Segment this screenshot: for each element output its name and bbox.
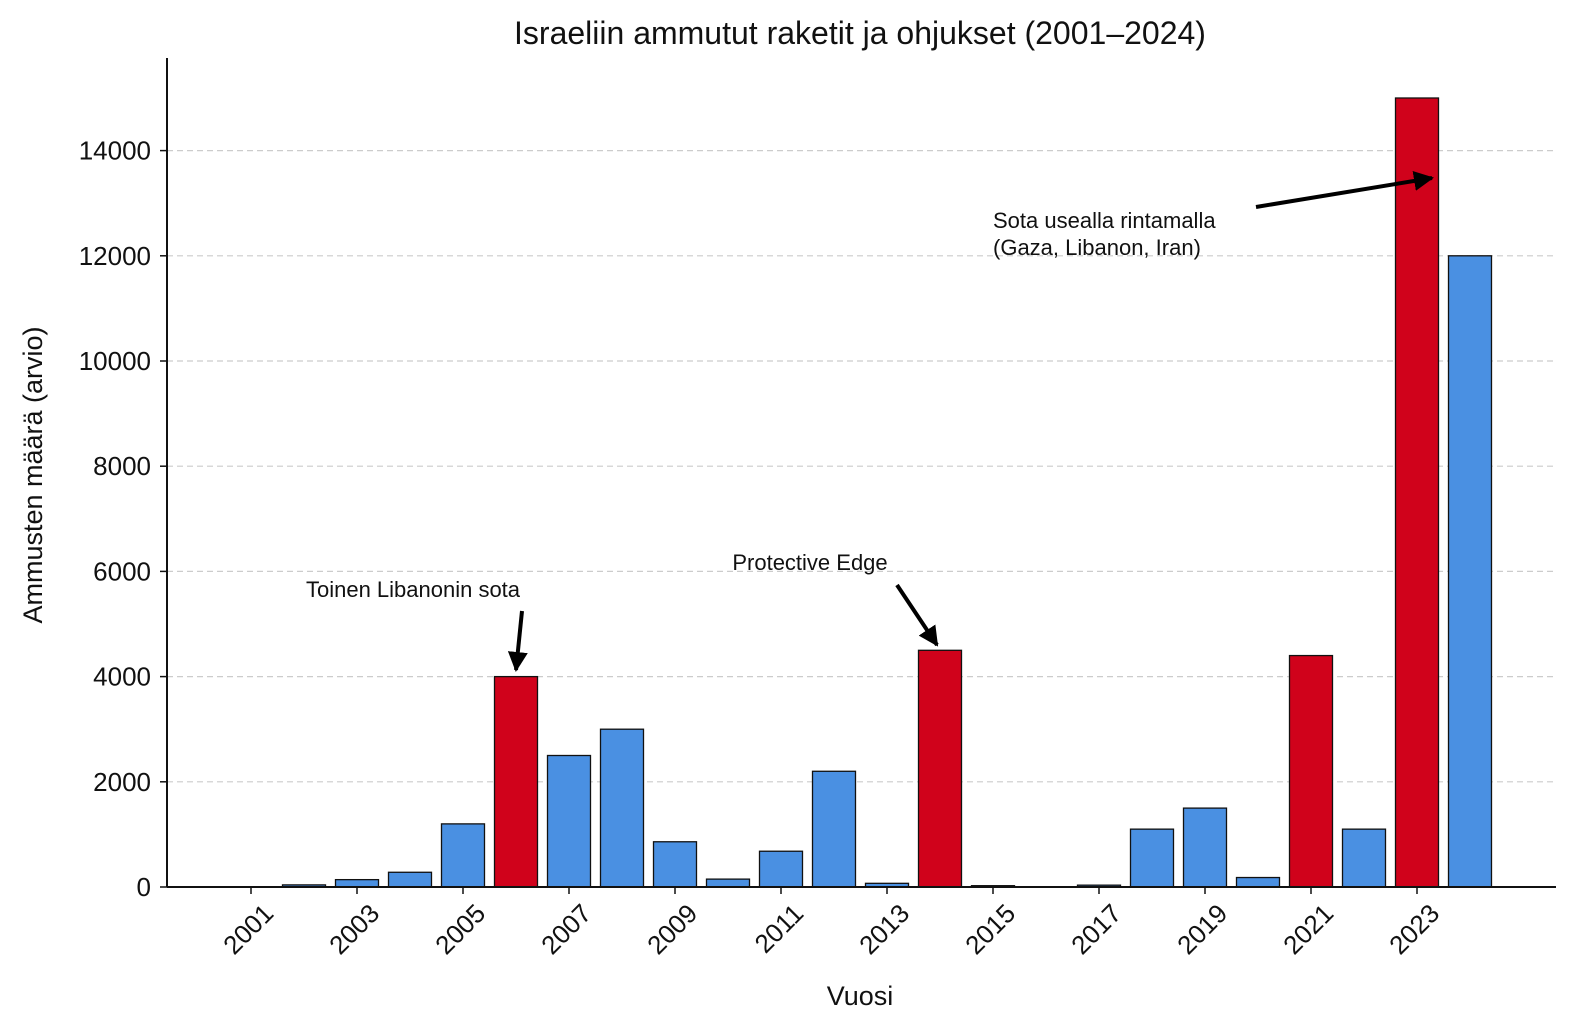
annotations: Toinen Libanonin sota Protective Edge Sota… [306,171,1434,672]
x-axis-label: Vuosi [827,981,894,1011]
bar-2014 [917,649,963,888]
bar-2003 [334,878,380,888]
axes [166,58,1556,888]
x-tick-label: 2019 [1171,898,1233,960]
annotation-arrow [1255,171,1434,209]
x-ticks: 2001 2003 2005 2007 2009 2011 2013 2015 2017 2019… [217,887,1445,960]
bar-2024 [1447,255,1493,888]
x-tick-label: 2001 [217,898,279,960]
chart-title: Israeliin ammutut raketit ja ohjukset (2… [514,15,1206,51]
y-tick-label: 10000 [79,346,151,376]
bar-2005 [440,823,486,888]
y-tick-label: 8000 [93,451,151,481]
x-tick-label: 2013 [853,898,915,960]
x-tick-label: 2003 [323,898,385,960]
annotation-text: Protective Edge [732,550,887,575]
x-tick-label: 2009 [641,898,703,960]
bar-2023 [1394,97,1440,888]
bar-2012 [811,770,857,888]
annotation-text: Sota usealla rintamalla [993,208,1216,233]
bar-2021 [1288,654,1334,888]
bars [228,97,1493,888]
grid-lines [167,150,1556,783]
y-tick-label: 0 [137,872,151,902]
bar-2004 [387,871,433,888]
bar-2006 [493,675,539,888]
x-tick-label: 2017 [1065,898,1127,960]
y-tick-label: 6000 [93,556,151,586]
bar-2022 [1341,828,1387,888]
y-tick-label: 12000 [79,241,151,271]
x-tick-label: 2023 [1383,898,1445,960]
y-axis-label: Ammusten määrä (arvio) [18,326,48,623]
bar-2007 [546,754,592,888]
y-tick-label: 2000 [93,767,151,797]
y-ticks: 0 2000 4000 6000 8000 10000 12000 14000 [79,136,167,902]
x-tick-label: 2015 [959,898,1021,960]
bar-2008 [599,728,645,888]
annotation-text: Toinen Libanonin sota [306,577,521,602]
x-tick-label: 2005 [429,898,491,960]
bar-2019 [1182,807,1228,888]
y-tick-label: 14000 [79,136,151,166]
bar-2011 [758,850,804,888]
x-tick-label: 2007 [535,898,597,960]
bar-2018 [1129,828,1175,888]
x-tick-label: 2021 [1277,898,1339,960]
y-tick-label: 4000 [93,662,151,692]
bar-2020 [1235,876,1281,888]
x-tick-label: 2011 [748,898,809,959]
annotation-arrow [895,583,939,647]
bar-2009 [652,841,698,888]
annotation-arrow [507,610,528,672]
annotation-text: (Gaza, Libanon, Iran) [993,235,1201,260]
bar-2010 [705,878,751,888]
